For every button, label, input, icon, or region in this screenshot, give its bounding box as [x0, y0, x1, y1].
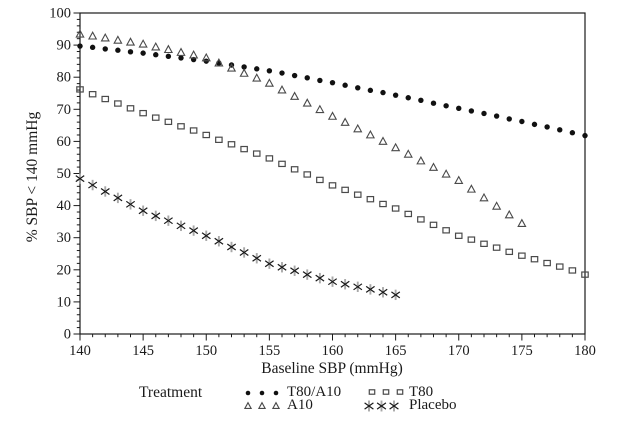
y-tick-label: 30 — [57, 230, 72, 246]
y-tick-label: 10 — [57, 294, 72, 310]
x-tick-label: 140 — [69, 343, 91, 359]
series-placebo — [75, 173, 401, 301]
y-tick-label: 70 — [57, 102, 72, 118]
x-tick-label: 145 — [132, 343, 154, 359]
legend-marker-star-icon — [364, 400, 399, 412]
x-tick-label: 175 — [511, 343, 533, 359]
legend-label-t80-a10: T80/A10 — [287, 384, 342, 400]
series-t80-a10 — [77, 43, 588, 139]
x-tick-label: 165 — [385, 343, 407, 359]
x-tick-label: 160 — [322, 343, 344, 359]
x-tick-label: 150 — [195, 343, 217, 359]
legend-marker-open-square-icon — [368, 389, 404, 395]
y-tick-label: 80 — [57, 70, 72, 86]
x-tick-label: 180 — [574, 343, 596, 359]
y-tick-label: 100 — [49, 6, 71, 22]
y-axis-title: % SBP < 140 mmHg — [24, 111, 41, 243]
legend-title: Treatment — [139, 384, 203, 401]
y-tick-label: 90 — [57, 38, 72, 54]
y-tick-label: 60 — [57, 134, 72, 150]
x-axis: 140 145 150 155 160 165 170 175 180 — [69, 334, 596, 359]
series-t80 — [76, 86, 589, 278]
x-axis-title: Baseline SBP (mmHg) — [261, 360, 403, 377]
legend-marker-open-triangle-icon — [243, 401, 281, 410]
y-tick-label: 0 — [64, 327, 71, 343]
x-tick-label: 170 — [448, 343, 470, 359]
legend-marker-filled-circle-icon — [245, 390, 279, 396]
y-tick-label: 20 — [57, 262, 72, 278]
legend-label-a10: A10 — [287, 397, 313, 413]
y-tick-label: 50 — [57, 166, 72, 182]
x-tick-label: 155 — [259, 343, 281, 359]
series-a10 — [75, 29, 527, 228]
legend-label-t80: T80 — [409, 384, 434, 400]
y-tick-label: 40 — [57, 198, 72, 214]
y-axis: 0 10 20 30 40 50 60 70 80 90 100 — [49, 6, 80, 343]
legend-label-placebo: Placebo — [409, 397, 457, 413]
